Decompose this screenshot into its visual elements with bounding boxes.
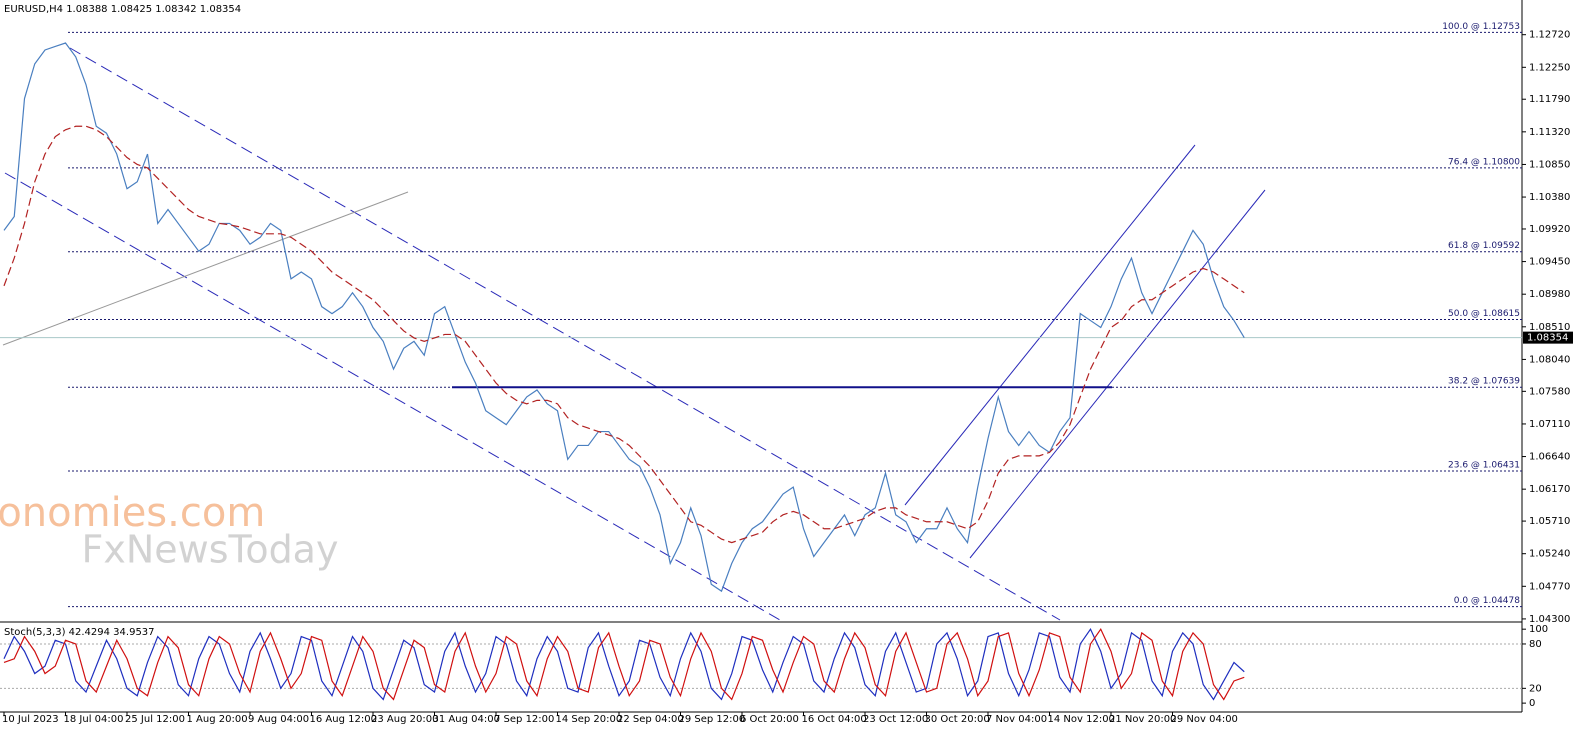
series-line	[3, 125, 1245, 544]
fib-label: 0.0 @ 1.04478	[1454, 596, 1521, 606]
y-tick-label: 1.04300	[1529, 614, 1570, 625]
stoch-title: Stoch(5,3,3) 42.4294 34.9537	[4, 627, 155, 638]
rising-channel-lower	[969, 189, 1266, 559]
y-tick-label: 1.07110	[1529, 419, 1570, 430]
x-tick-label: 16 Aug 12:00	[310, 714, 377, 725]
y-tick-label: 1.08040	[1529, 354, 1570, 365]
x-tick-label: 22 Sep 04:00	[617, 714, 684, 725]
fib-label: 76.4 @ 1.10800	[1448, 157, 1520, 167]
fib-label: 23.6 @ 1.06431	[1448, 461, 1520, 471]
series-line	[3, 627, 1245, 701]
watermark-logo: economies.com	[0, 490, 265, 536]
x-tick-label: 14 Sep 20:00	[556, 714, 623, 725]
current-price-box	[1523, 331, 1573, 344]
x-tick-label: 1 Aug 20:00	[187, 714, 248, 725]
y-tick-label: 1.11320	[1529, 127, 1570, 138]
x-tick-label: 7 Sep 12:00	[494, 714, 554, 725]
rising-channel-upper	[904, 144, 1196, 506]
y-tick-label: 1.05710	[1529, 516, 1570, 527]
y-tick-label: 1.11790	[1529, 94, 1570, 105]
x-tick-label: 30 Oct 20:00	[925, 714, 990, 725]
y-tick-label: 1.08510	[1529, 322, 1570, 333]
fib-label: 100.0 @ 1.12753	[1442, 22, 1520, 32]
x-tick-label: 18 Jul 04:00	[64, 714, 124, 725]
stoch-tick-label: 20	[1529, 683, 1542, 694]
x-tick-label: 23 Aug 20:00	[371, 714, 438, 725]
x-tick-label: 29 Nov 04:00	[1171, 714, 1238, 725]
y-tick-label: 1.06170	[1529, 484, 1570, 495]
channel-upper	[69, 47, 1061, 621]
x-tick-label: 16 Oct 04:00	[802, 714, 867, 725]
y-tick-label: 1.08980	[1529, 289, 1570, 300]
y-tick-label: 1.04770	[1529, 581, 1570, 592]
channel-lower	[4, 172, 781, 621]
x-tick-label: 25 Jul 12:00	[125, 714, 185, 725]
x-tick-label: 6 Oct 20:00	[740, 714, 799, 725]
series-line	[3, 42, 1245, 593]
fib-label: 38.2 @ 1.07639	[1448, 377, 1520, 387]
x-tick-label: 9 Aug 04:00	[248, 714, 309, 725]
y-tick-label: 1.10850	[1529, 159, 1570, 170]
x-tick-label: 14 Nov 12:00	[1048, 714, 1115, 725]
y-tick-label: 1.07580	[1529, 386, 1570, 397]
x-tick-label: 7 Nov 04:00	[986, 714, 1047, 725]
y-tick-label: 1.09920	[1529, 224, 1570, 235]
y-tick-label: 1.12720	[1529, 30, 1570, 41]
stoch-tick-label: 100	[1529, 624, 1548, 635]
drawings	[2, 47, 1266, 621]
stoch-tick-label: 80	[1529, 639, 1542, 650]
watermark-sublogo: FxNewsToday	[82, 528, 339, 572]
trend-line	[2, 191, 409, 346]
stoch-tick-label: 0	[1529, 698, 1535, 709]
y-tick-label: 1.05240	[1529, 549, 1570, 560]
x-tick-label: 29 Sep 12:00	[679, 714, 746, 725]
x-tick-label: 21 Nov 20:00	[1109, 714, 1176, 725]
y-tick-label: 1.12250	[1529, 62, 1570, 73]
series-line	[3, 627, 1245, 701]
x-tick-label: 10 Jul 2023	[2, 714, 59, 725]
fib-label: 50.0 @ 1.08615	[1448, 309, 1520, 319]
x-tick-label: 31 Aug 04:00	[433, 714, 500, 725]
y-tick-label: 1.10380	[1529, 192, 1570, 203]
fib-label: 61.8 @ 1.09592	[1448, 241, 1520, 251]
current-price-label: 1.08354	[1527, 333, 1568, 344]
x-tick-label: 23 Oct 12:00	[863, 714, 928, 725]
y-tick-label: 1.06640	[1529, 452, 1570, 463]
chart-title: EURUSD,H4 1.08388 1.08425 1.08342 1.0835…	[4, 4, 241, 15]
y-tick-label: 1.09450	[1529, 257, 1570, 268]
